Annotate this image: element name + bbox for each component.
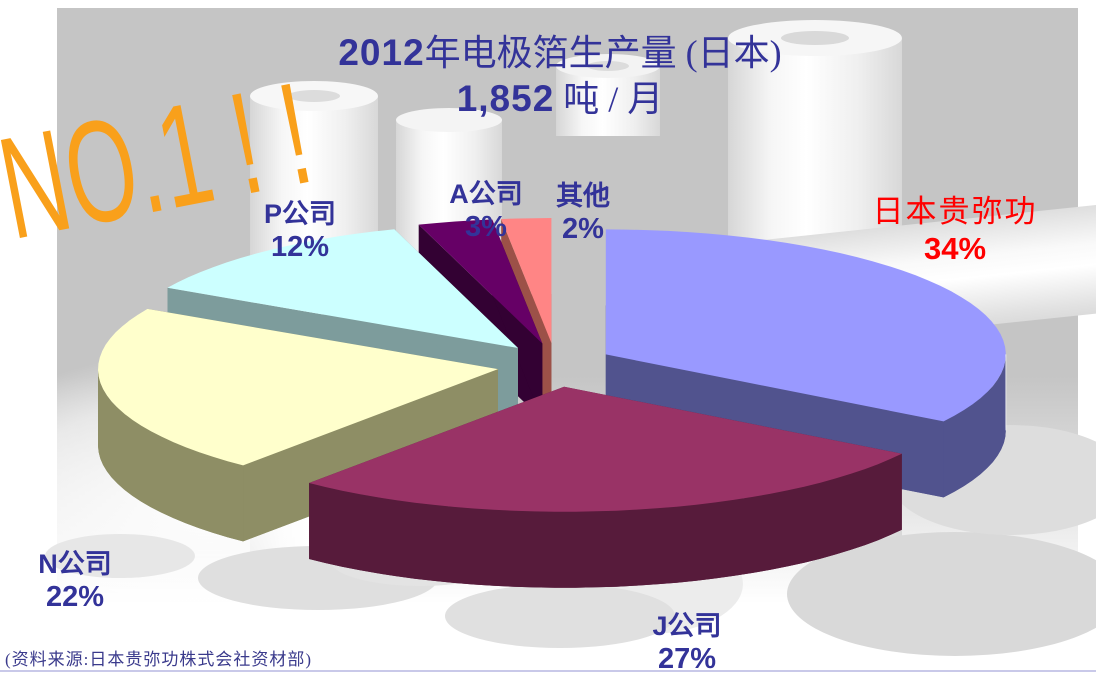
pie-slice-top-P公司 [167,229,518,348]
slice-label-n: N公司 22% [5,542,145,614]
pie-chart [98,218,1007,588]
chart-title-line2: 1,852 吨 / 月 [230,70,890,122]
slice-name: P公司 [263,199,336,229]
source-note: (资料来源:日本贵弥功株式会社资材部) [5,650,313,669]
slice-name: 其他 [556,181,610,211]
slice-name: A公司 [449,179,523,209]
pie-slice-rim-J公司 [309,453,902,588]
slice-label-other: 其他 2% [516,174,650,246]
slice-percent: 12% [270,231,330,263]
slice-name: 日本贵弥功 [872,194,1038,229]
capacitor-cylinder-icon [288,90,340,102]
capacitor-cylinder-icon [781,31,849,45]
slice-label-j: J公司 27% [612,604,762,676]
pie-slice-rim-日本贵弥功 [943,354,1006,498]
slice-name: J公司 [652,611,722,641]
slice-percent: 22% [45,581,105,613]
pie-slice-top-其他 [501,218,552,343]
title-unit: 吨 / 月 [554,79,664,119]
slice-percent: 2% [562,213,604,245]
title-text: 年电极箔生产量 (日本) [424,33,782,73]
slice-percent: 3% [465,211,507,243]
slice-name: N公司 [38,549,112,579]
capacitor-cylinder-icon [587,61,629,71]
pie-slice-rim-N公司 [98,369,244,542]
photo-shadow [787,532,1096,656]
photo-shadow [445,584,675,648]
photo-shadow [45,534,195,578]
capacitor-cylinder-icon [396,108,502,132]
pie-slice-top-A公司 [418,219,543,344]
chart-title-line1: 2012年电极箔生产量 (日本) [230,24,890,76]
title-amount: 1,852 [456,78,555,119]
title-year: 2012 [338,32,425,73]
slice-label-a: A公司 3% [416,172,556,244]
pie-slice-top-日本贵弥功 [605,229,1006,422]
slice-label-nippon-chemicon: 日本贵弥功 34% [835,186,1075,267]
slice-percent: 27% [657,643,717,675]
slice-label-p: P公司 12% [230,192,370,264]
pie-slice-top-N公司 [98,308,498,466]
bottom-rule [0,670,1096,672]
slice-percent: 34% [923,231,987,266]
pie-slice-top-J公司 [309,386,902,512]
